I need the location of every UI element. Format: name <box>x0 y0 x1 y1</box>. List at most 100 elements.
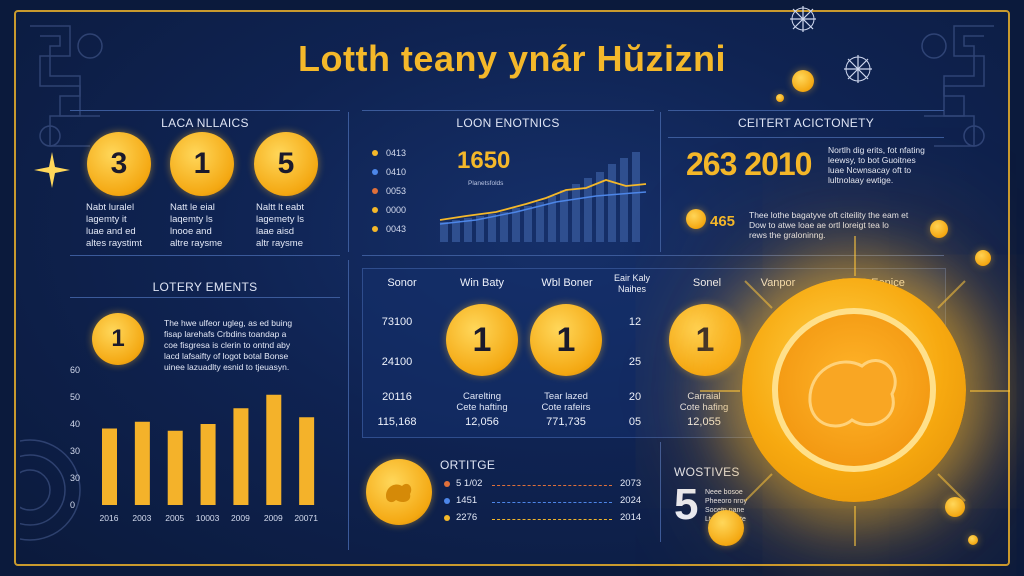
page-title: Lotth teany ynár Hŭzizni <box>297 38 727 79</box>
divider <box>348 112 349 252</box>
ornament-top-right <box>921 25 994 147</box>
decor-coin <box>975 250 991 266</box>
divider <box>70 255 340 256</box>
legend-label: 0053 <box>386 186 407 196</box>
x-tick-label: 2009 <box>231 513 250 523</box>
table-header-cell: Eair Kaly Naihes <box>613 273 650 294</box>
legend-dot <box>372 169 378 175</box>
sparkle-icon <box>34 152 70 188</box>
y-tick-label: 30 <box>70 473 80 483</box>
loon-legend-item: 0043 <box>372 224 406 234</box>
decor-coin <box>792 70 814 92</box>
decor-coin <box>968 535 978 545</box>
loon-panel-title: LOON ENOTNICS <box>456 116 560 130</box>
table-caption: Carraial Cote hafing <box>679 391 729 413</box>
divider <box>668 137 944 138</box>
x-tick-label: 2003 <box>132 513 151 523</box>
bar <box>233 408 249 505</box>
activity-panel-title: CEITERT ACICTONETY <box>737 116 875 130</box>
events-bar-chart: 0 30 30 40 50 60 2016 2003 2005 10003 2009 2009 2007… <box>70 365 318 523</box>
legend-label: 0000 <box>386 205 407 215</box>
legend-dot <box>372 188 378 194</box>
ortitge-arrow <box>492 485 612 486</box>
ortitge-dot <box>444 515 450 521</box>
bar <box>167 430 183 505</box>
divider <box>70 110 340 111</box>
lucky-number-ball: 5 <box>254 132 318 196</box>
coin-glow-rays <box>700 236 1010 546</box>
activity-numbers: 263 2010 <box>686 146 812 182</box>
loon-value: 1650 <box>457 147 511 174</box>
bar <box>134 421 150 505</box>
ornament-top-left <box>30 25 103 147</box>
legend-label: 0410 <box>386 167 407 177</box>
table-cell: 12 <box>628 316 642 328</box>
table-caption: Tear lazed Cote rafeirs <box>541 391 591 413</box>
x-tick-label: 2005 <box>165 513 184 523</box>
activity-small-value: 465 <box>710 213 736 230</box>
table-cell: 24100 <box>381 356 413 368</box>
y-tick-label: 30 <box>70 446 80 456</box>
y-tick-label: 50 <box>70 392 80 402</box>
lucky-number-ball: 3 <box>87 132 151 196</box>
x-tick-label: 2016 <box>100 513 119 523</box>
y-tick-label: 0 <box>70 500 75 510</box>
ortitge-arrow <box>492 519 612 520</box>
loon-value-sub: Planetsfolds <box>468 180 504 187</box>
ortitge-end: 2014 <box>620 512 642 523</box>
divider <box>660 442 661 542</box>
bar <box>102 428 117 505</box>
events-text: The hwe ulfeor ugleg, as ed buing fisap … <box>164 318 293 372</box>
x-tick-label: 10003 <box>196 513 220 523</box>
table-header-cell: Wbl Boner <box>541 277 593 289</box>
activity-coin <box>686 209 706 229</box>
table-cell: 771,735 <box>546 416 586 428</box>
bar <box>200 424 216 505</box>
divider <box>70 297 340 298</box>
table-number-ball: 1 <box>446 304 518 376</box>
table-number-ball: 1 <box>669 304 741 376</box>
loon-legend-item: 0413 <box>372 148 406 158</box>
legend-dot <box>372 207 378 213</box>
starburst-icon <box>844 55 872 83</box>
table-number-ball: 1 <box>530 304 602 376</box>
loon-legend-item: 0410 <box>372 167 406 177</box>
ortitge-arrow <box>492 502 612 503</box>
ortitge-label: 1451 <box>456 495 478 506</box>
ornament-bottom-left <box>20 439 81 541</box>
y-tick-label: 60 <box>70 365 80 375</box>
ortitge-end: 2073 <box>620 478 642 489</box>
loon-legend-item: 0000 <box>372 205 406 215</box>
ortitge-dot <box>444 481 450 487</box>
table-cell: 05 <box>628 416 642 428</box>
table-cell: 12,055 <box>687 416 721 428</box>
coin-emblem-icon <box>808 359 897 428</box>
divider <box>348 260 349 550</box>
big-gold-coin <box>742 278 966 502</box>
decor-coin <box>776 94 784 102</box>
ortitge-coin <box>366 459 432 525</box>
table-cell: 115,168 <box>377 416 417 428</box>
loon-legend-item: 0053 <box>372 186 406 196</box>
ortitge-dot <box>444 498 450 504</box>
table-cell: 12,056 <box>465 416 499 428</box>
table-cell: 25 <box>628 356 642 368</box>
table-cell: 20 <box>628 391 642 403</box>
divider <box>362 110 654 111</box>
table-header-cell: Sonel <box>692 277 722 289</box>
divider <box>668 110 944 111</box>
lucky-panel-title: LACA NLLAICS <box>161 116 249 130</box>
decor-coin <box>930 220 948 238</box>
table-cell: 20116 <box>382 391 412 403</box>
divider <box>660 112 661 252</box>
ortitge-label: 5 1/02 <box>456 478 483 489</box>
starburst-icon <box>790 6 816 32</box>
x-tick-label: 2009 <box>264 513 283 523</box>
events-panel-title: LOTERY EMENTS <box>152 280 258 294</box>
wostives-number: 5 <box>674 480 699 529</box>
bar <box>299 417 315 505</box>
table-cell: 73100 <box>381 316 413 328</box>
ortitge-label: 2276 <box>456 512 478 523</box>
table-caption: Carelting Cete hafting <box>456 391 508 413</box>
legend-dot <box>372 150 378 156</box>
